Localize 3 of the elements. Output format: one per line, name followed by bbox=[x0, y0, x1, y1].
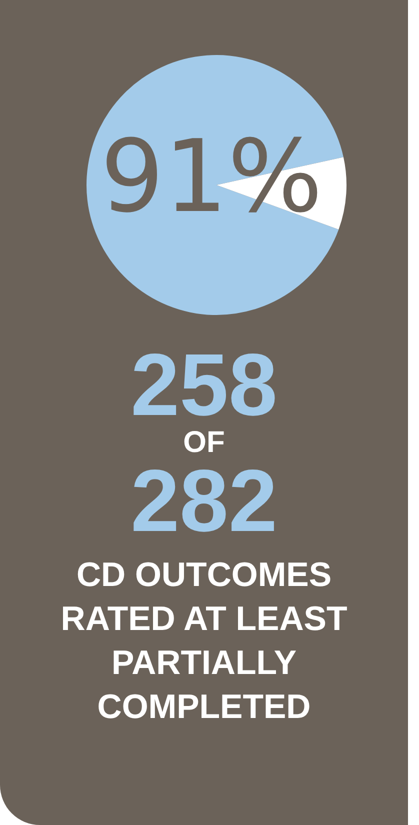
text: CD OUTCOMES RATED AT LEAST PARTIALLY COMPLETED bbox=[60, 555, 348, 728]
data-label: 91% bbox=[100, 118, 323, 235]
text: 282 bbox=[130, 451, 278, 550]
